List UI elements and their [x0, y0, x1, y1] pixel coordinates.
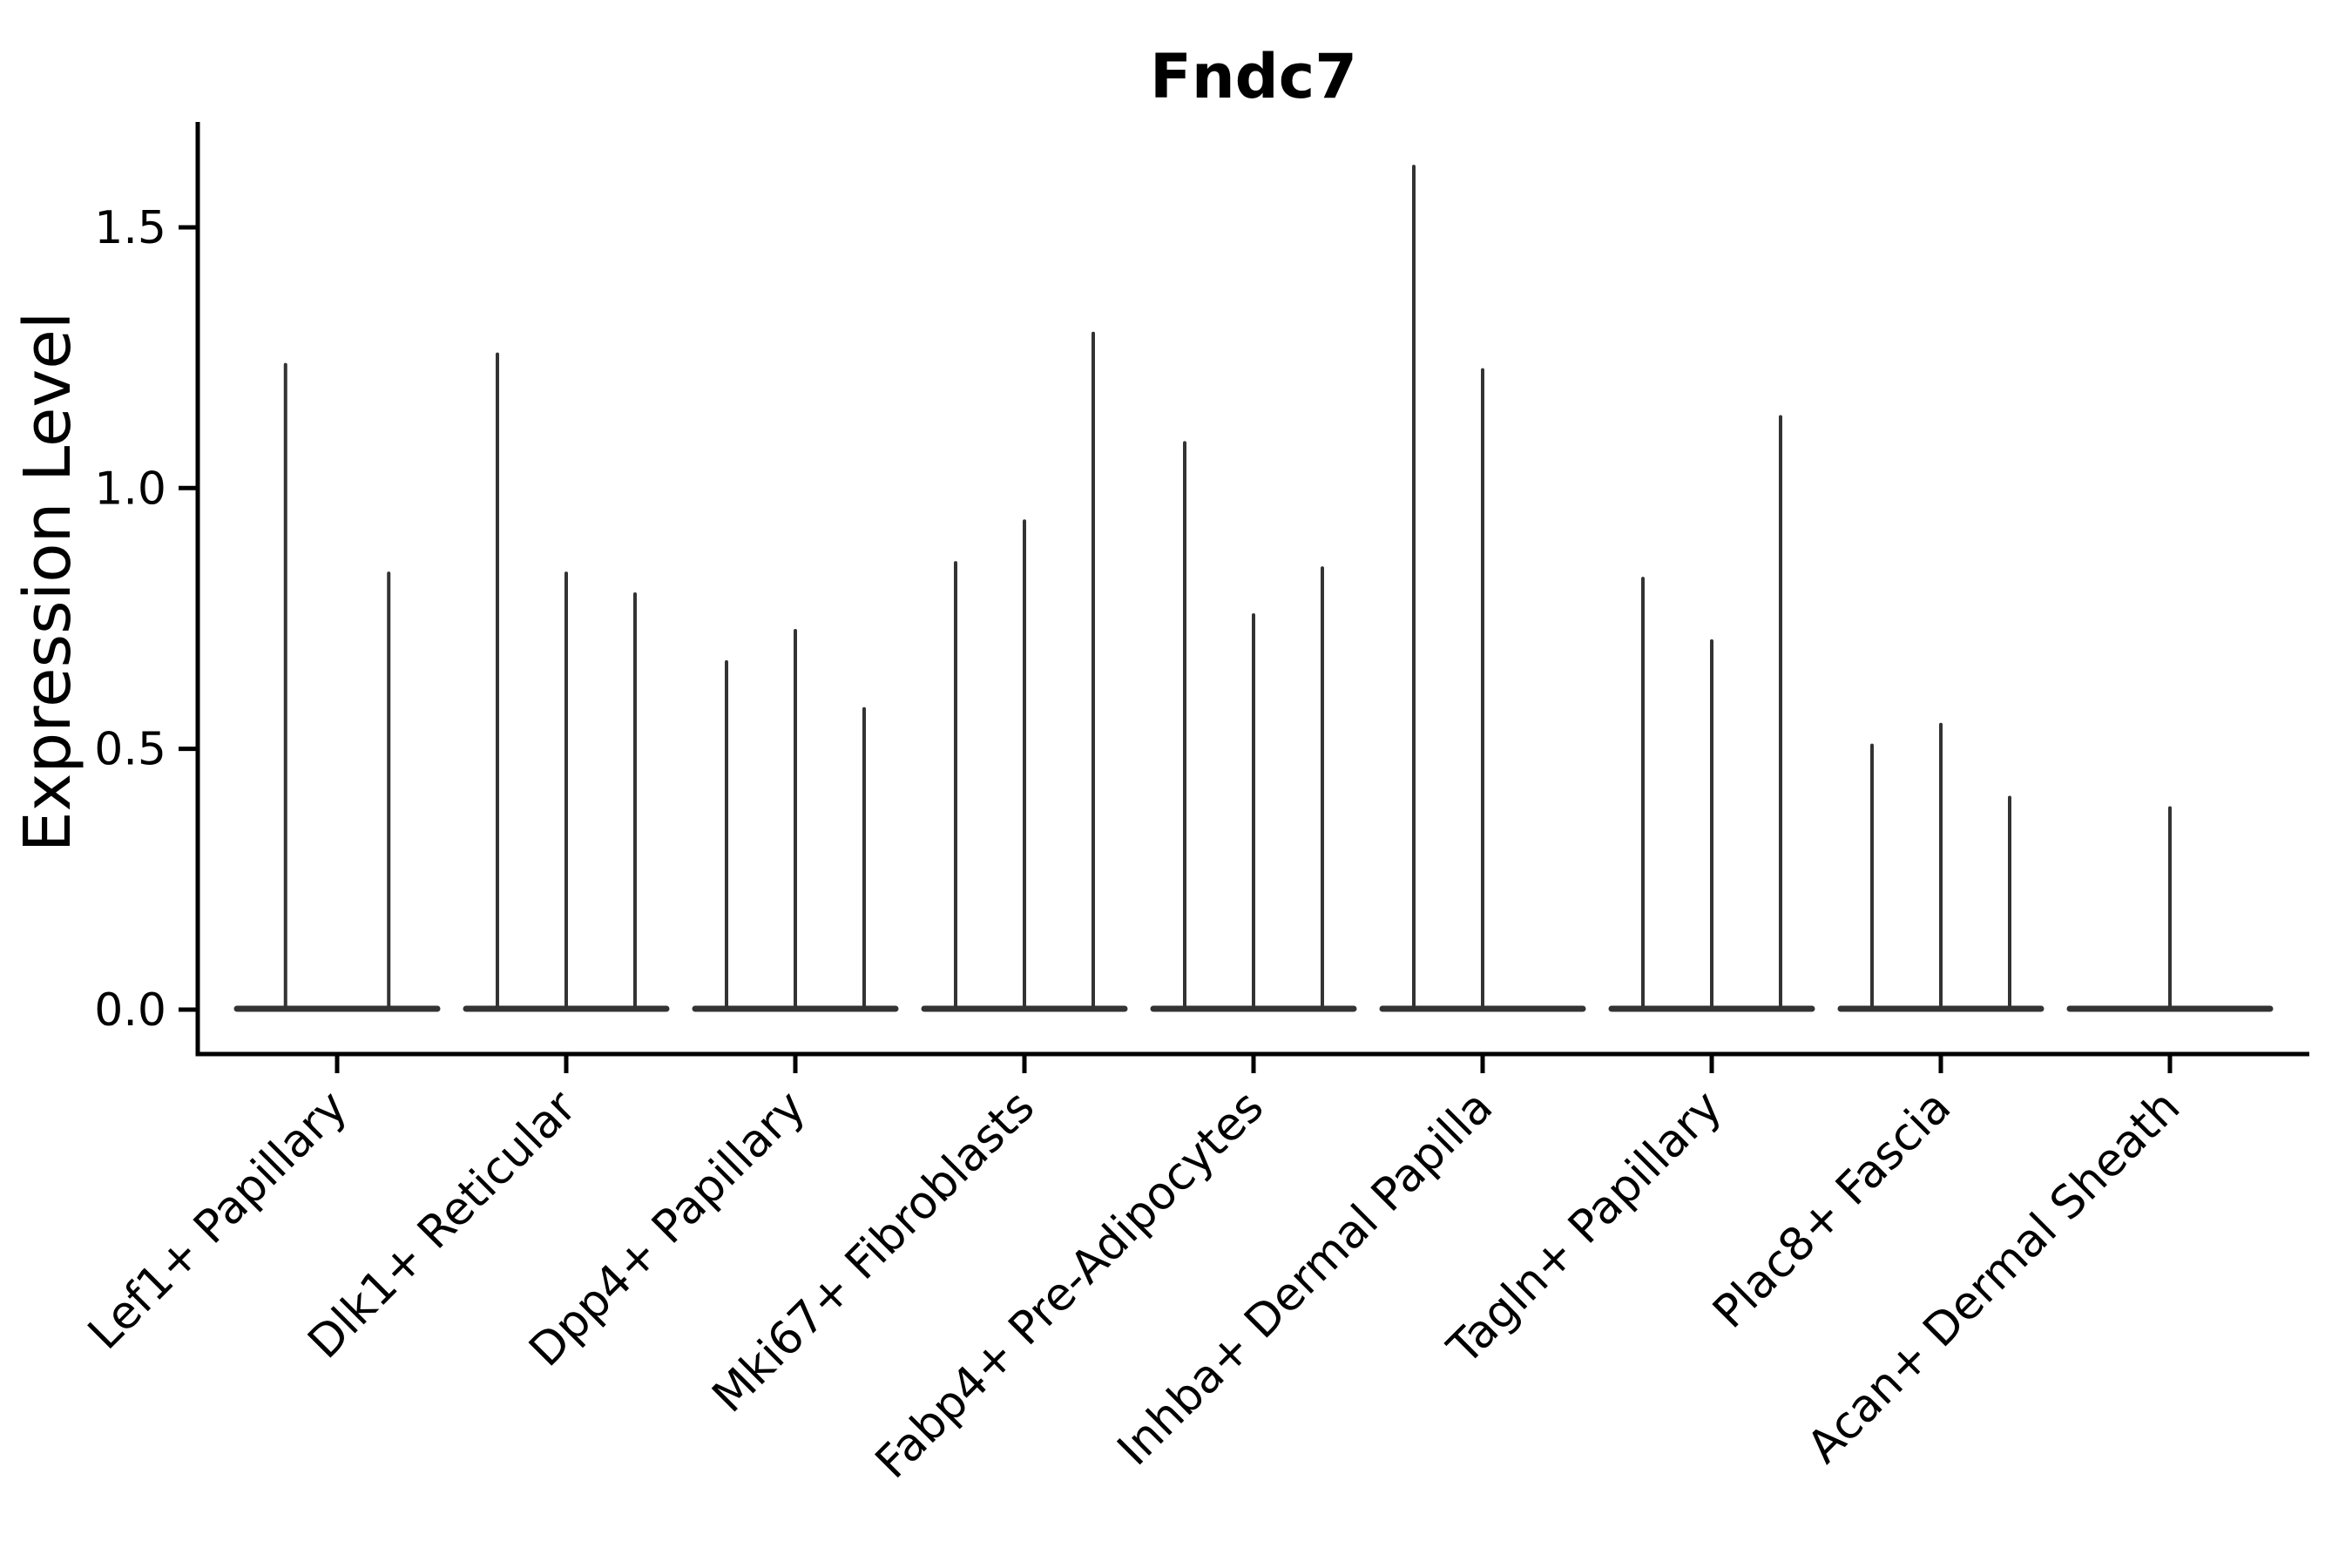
y-axis-label: Expression Level — [10, 312, 85, 853]
x-tick-label: Inhba+ Dermal Papilla — [1108, 1081, 1503, 1476]
y-tick-label: 1.0 — [94, 463, 166, 515]
violins-layer — [233, 165, 2274, 1012]
violin-group — [463, 352, 670, 1012]
y-tick-label: 0.0 — [94, 984, 166, 1037]
violin-group — [1379, 165, 1586, 1012]
violin-group — [233, 362, 441, 1012]
violin-group — [1837, 722, 2044, 1012]
chart-title: Fndc7 — [1150, 41, 1357, 112]
y-axis: 0.0 0.5 1.0 1.5 — [94, 122, 200, 1057]
violin-group — [1150, 441, 1357, 1012]
x-tick-label: Fabp4+ Pre-Adipocytes — [866, 1081, 1274, 1489]
x-tick-label: Acan+ Dermal Sheath — [1798, 1081, 2191, 1474]
violin-group — [1608, 415, 1815, 1012]
violin-group — [2066, 806, 2274, 1012]
violin-group — [692, 628, 899, 1012]
y-tick-label: 0.5 — [94, 724, 166, 776]
violin-group — [921, 331, 1128, 1012]
y-tick-label: 1.5 — [94, 202, 166, 254]
x-tick-label: Plac8+ Fascia — [1703, 1081, 1961, 1339]
